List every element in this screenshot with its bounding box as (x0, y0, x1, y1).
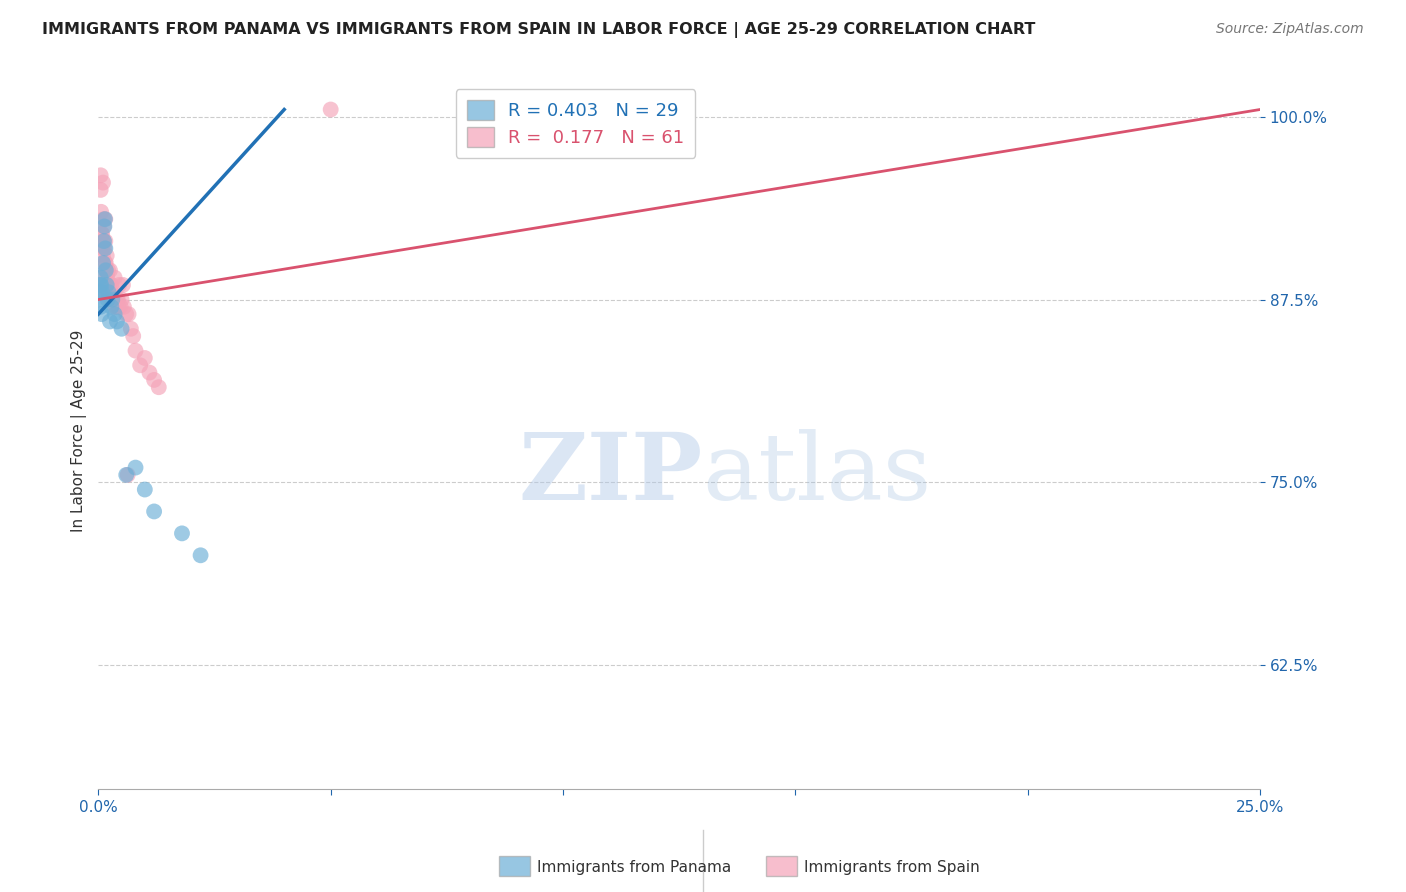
Point (93, 234, 115, 248)
Point (96, 277, 118, 292)
Point (124, 460, 146, 475)
Point (110, 322, 132, 336)
Point (91, 227, 114, 241)
Point (117, 307, 139, 321)
Point (94, 256, 117, 270)
Point (98, 263, 121, 277)
Point (90, 183, 112, 197)
Point (96, 270, 118, 285)
Point (93, 234, 115, 248)
Point (91, 285, 114, 300)
Point (120, 322, 142, 336)
Point (115, 467, 138, 482)
Point (100, 277, 122, 292)
Point (93, 219, 115, 234)
Point (93, 219, 115, 234)
Point (103, 293, 125, 307)
Point (90, 169, 112, 183)
Point (94, 241, 117, 255)
Point (104, 307, 127, 321)
Text: Immigrants from Spain: Immigrants from Spain (804, 860, 980, 874)
Legend: R = 0.403   N = 29, R =  0.177   N = 61: R = 0.403 N = 29, R = 0.177 N = 61 (456, 89, 695, 158)
Text: ZIP: ZIP (519, 429, 703, 519)
Point (104, 270, 127, 285)
Point (90, 227, 112, 241)
Point (134, 483, 156, 497)
Point (108, 277, 131, 292)
Point (94, 256, 117, 270)
Text: atlas: atlas (703, 429, 932, 519)
Point (105, 300, 128, 314)
Point (89, 285, 111, 300)
Point (170, 526, 193, 541)
Point (90, 204, 112, 219)
Point (97, 277, 120, 292)
Point (104, 300, 127, 314)
Point (93, 212, 115, 227)
Point (110, 293, 132, 307)
Point (101, 293, 124, 307)
Point (94, 212, 117, 227)
Point (138, 366, 160, 380)
Point (91, 176, 114, 190)
Point (190, 549, 212, 563)
Point (107, 293, 129, 307)
Point (96, 249, 118, 263)
Point (94, 263, 117, 277)
Point (100, 300, 122, 314)
Point (101, 293, 124, 307)
Point (319, 103, 342, 117)
Point (101, 293, 124, 307)
Point (105, 293, 128, 307)
Point (124, 343, 146, 358)
Text: IMMIGRANTS FROM PANAMA VS IMMIGRANTS FROM SPAIN IN LABOR FORCE | AGE 25-29 CORRE: IMMIGRANTS FROM PANAMA VS IMMIGRANTS FRO… (42, 22, 1036, 38)
Point (97, 263, 120, 277)
Point (90, 270, 112, 285)
Point (129, 359, 152, 373)
Point (91, 241, 114, 255)
Point (115, 307, 138, 321)
Point (105, 314, 128, 328)
Point (97, 293, 120, 307)
Point (91, 234, 114, 248)
Point (96, 263, 118, 277)
Point (112, 300, 135, 314)
Point (103, 293, 125, 307)
Point (122, 329, 145, 343)
Point (89, 285, 111, 300)
Point (98, 293, 121, 307)
Point (89, 277, 111, 292)
Point (107, 300, 129, 314)
Point (148, 380, 170, 394)
Point (94, 212, 117, 227)
Point (98, 277, 121, 292)
Point (143, 504, 166, 518)
Point (97, 277, 120, 292)
Point (117, 467, 139, 482)
Point (97, 285, 120, 300)
Point (90, 300, 112, 314)
Point (111, 277, 134, 292)
Point (98, 314, 121, 328)
Point (91, 256, 114, 270)
Point (143, 373, 166, 387)
Point (89, 270, 111, 285)
Point (91, 249, 114, 263)
Point (134, 351, 156, 365)
Point (94, 234, 117, 248)
Point (89, 293, 111, 307)
Y-axis label: In Labor Force | Age 25-29: In Labor Force | Age 25-29 (72, 330, 87, 533)
Point (93, 241, 115, 255)
Text: Immigrants from Panama: Immigrants from Panama (537, 860, 731, 874)
Point (100, 285, 122, 300)
Point (90, 277, 112, 292)
Point (97, 285, 120, 300)
Point (90, 307, 112, 321)
Point (110, 300, 132, 314)
Point (98, 285, 121, 300)
Point (89, 277, 111, 292)
Text: Source: ZipAtlas.com: Source: ZipAtlas.com (1216, 22, 1364, 37)
Point (100, 285, 122, 300)
